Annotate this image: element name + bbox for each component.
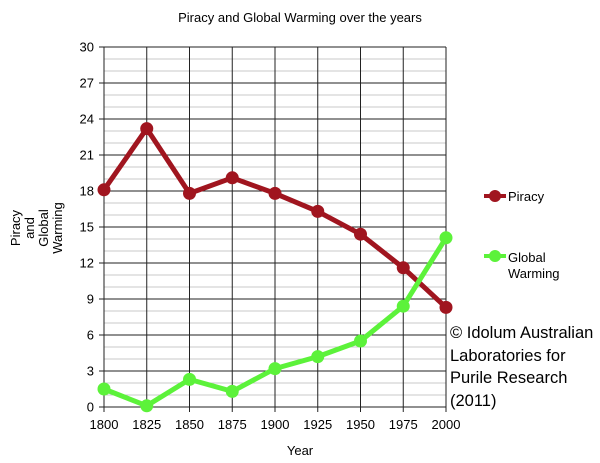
data-point-piracy <box>225 171 239 185</box>
y-tick-label: 12 <box>80 256 94 271</box>
x-tick-label: 1925 <box>303 417 332 432</box>
data-point-piracy <box>396 261 410 275</box>
chart-title: Piracy and Global Warming over the years <box>178 10 422 25</box>
x-tick-label: 1850 <box>175 417 204 432</box>
legend-piracy-text: Piracy <box>508 189 545 204</box>
data-point-global-warming <box>97 382 111 396</box>
x-tick-label: 1950 <box>346 417 375 432</box>
y-tick-label: 0 <box>87 400 94 415</box>
x-tick-label: 2000 <box>432 417 461 432</box>
y-tick-label: 18 <box>80 184 94 199</box>
y-tick-label: 30 <box>80 40 94 55</box>
data-point-global-warming <box>268 362 282 376</box>
data-point-global-warming <box>183 372 196 386</box>
x-tick-label: 1975 <box>389 417 418 432</box>
copyright-annotation: © Idolum Australian Laboratories for Pur… <box>450 324 594 410</box>
data-point-piracy <box>140 122 154 136</box>
legend-global-warming-label: Global Warming <box>508 250 560 282</box>
y-tick-label: 9 <box>87 292 94 307</box>
legend-piracy-label: Piracy <box>508 189 544 205</box>
data-point-piracy <box>439 300 453 314</box>
legend-global-warming-text: Global <box>508 250 546 265</box>
data-point-global-warming <box>396 299 410 313</box>
y-tick-label: 21 <box>80 148 94 163</box>
legend-global-warming-marker <box>484 250 506 262</box>
y-tick-label: 6 <box>87 328 94 343</box>
data-point-global-warming <box>225 384 239 398</box>
data-point-global-warming <box>439 231 453 245</box>
y-tick-label: 15 <box>80 220 94 235</box>
data-point-piracy <box>268 186 282 200</box>
data-point-piracy <box>311 204 325 218</box>
legend-piracy-marker <box>484 190 506 202</box>
x-tick-label: 1900 <box>261 417 290 432</box>
data-point-global-warming <box>140 399 154 413</box>
legend-global-warming-dot <box>489 250 501 262</box>
y-tick-label: 24 <box>80 112 94 127</box>
data-point-global-warming <box>311 350 325 364</box>
data-point-global-warming <box>354 334 367 348</box>
legend-piracy-dot <box>489 190 501 202</box>
data-point-piracy <box>183 186 196 200</box>
x-tick-label: 1875 <box>218 417 247 432</box>
x-tick-label: 1800 <box>90 417 119 432</box>
x-tick-label: 1825 <box>132 417 161 432</box>
y-tick-label: 3 <box>87 364 94 379</box>
x-axis-label: Year <box>286 443 314 458</box>
data-point-piracy <box>97 183 111 197</box>
legend-global-warming-text: Warming <box>508 266 560 281</box>
data-point-piracy <box>354 227 367 241</box>
y-tick-label: 27 <box>80 76 94 91</box>
